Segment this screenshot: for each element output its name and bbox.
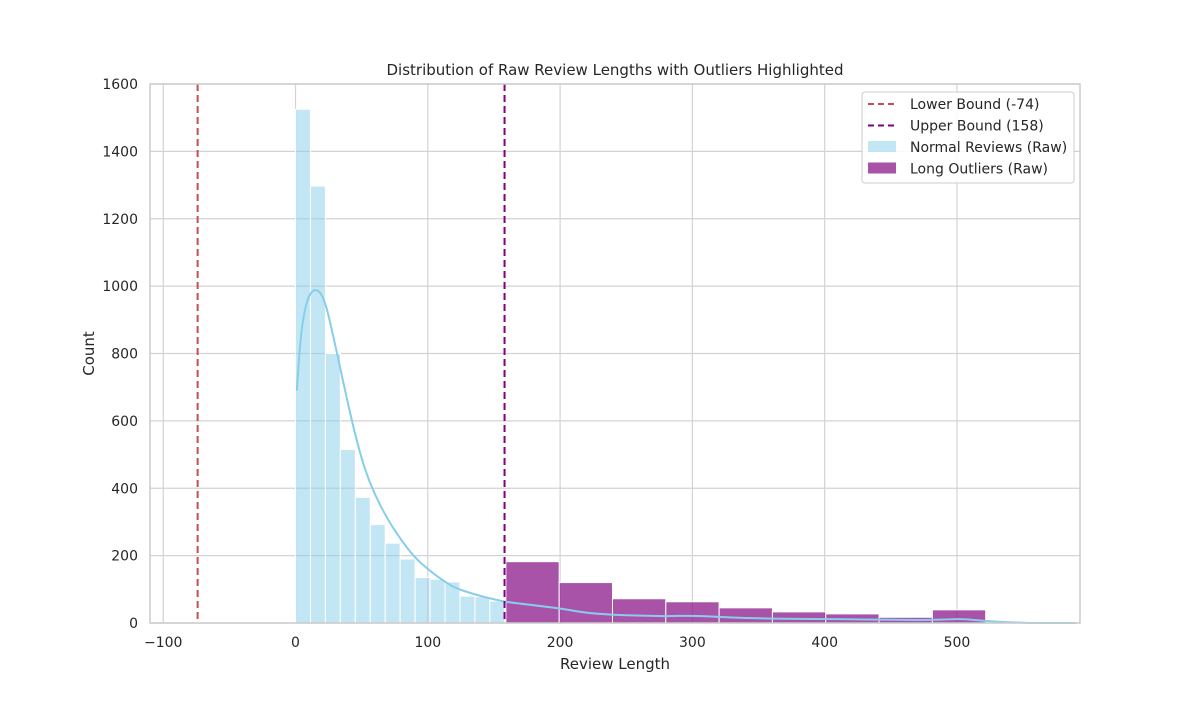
kde-curve — [295, 289, 1077, 625]
y-tick-labels: 0 200 400 600 800 1000 1200 1400 1600 — [102, 77, 138, 632]
y-tick-label: 1400 — [102, 144, 138, 160]
y-tick-label: 600 — [111, 414, 138, 430]
chart-title: Distribution of Raw Review Lengths with … — [386, 61, 843, 79]
y-tick-label: 1200 — [102, 212, 138, 228]
normal-reviews-bar — [369, 524, 386, 624]
long-outliers-bars — [505, 561, 987, 624]
normal-reviews-bar — [474, 596, 491, 624]
y-axis-label: Count — [80, 331, 98, 376]
long-outliers-bar — [558, 582, 613, 624]
legend-swatch-normal-reviews — [868, 141, 896, 152]
x-tick-label: 500 — [944, 635, 971, 651]
normal-reviews-bar — [489, 600, 506, 624]
normal-reviews-bar — [384, 542, 401, 624]
normal-reviews-bar — [429, 578, 446, 624]
long-outliers-bar — [505, 561, 560, 624]
long-outliers-bar — [718, 607, 773, 624]
reference-lines — [196, 84, 506, 623]
legend-label-normal-reviews: Normal Reviews (Raw) — [910, 140, 1067, 156]
x-tick-label: 100 — [414, 635, 441, 651]
normal-reviews-bar — [324, 353, 341, 624]
legend-label-upper-bound: Upper Bound (158) — [910, 119, 1044, 135]
long-outliers-bar — [771, 611, 827, 624]
x-tick-label: 400 — [811, 635, 838, 651]
normal-reviews-bar — [309, 185, 326, 624]
y-tick-label: 200 — [111, 549, 138, 565]
y-tick-label: 0 — [129, 616, 138, 632]
x-tick-label: 0 — [291, 635, 300, 651]
y-tick-label: 800 — [111, 347, 138, 363]
legend-label-long-outliers: Long Outliers (Raw) — [910, 162, 1048, 178]
normal-reviews-bar — [354, 496, 371, 624]
long-outliers-bar — [665, 601, 720, 624]
normal-reviews-bar — [339, 449, 356, 624]
long-outliers-bar — [611, 598, 667, 624]
x-axis-label: Review Length — [560, 655, 670, 673]
y-tick-label: 1600 — [102, 77, 138, 93]
x-tick-labels: −100 0 100 200 300 400 500 — [144, 635, 970, 651]
legend-swatch-long-outliers — [868, 162, 896, 174]
y-tick-label: 1000 — [102, 279, 138, 295]
x-tick-label: 300 — [679, 635, 706, 651]
kde-curve-group — [295, 289, 1077, 625]
normal-reviews-bars — [295, 108, 506, 624]
normal-reviews-bar — [459, 595, 476, 624]
legend-box — [861, 91, 1075, 184]
x-tick-label: −100 — [144, 635, 182, 651]
plot-frame — [149, 83, 1081, 624]
normal-reviews-bar — [399, 558, 416, 624]
normal-reviews-bar — [414, 577, 431, 624]
y-tick-label: 400 — [111, 481, 138, 497]
legend: Lower Bound (-74) Upper Bound (158) Norm… — [861, 91, 1075, 184]
legend-label-lower-bound: Lower Bound (-74) — [910, 97, 1039, 113]
x-tick-label: 200 — [547, 635, 574, 651]
